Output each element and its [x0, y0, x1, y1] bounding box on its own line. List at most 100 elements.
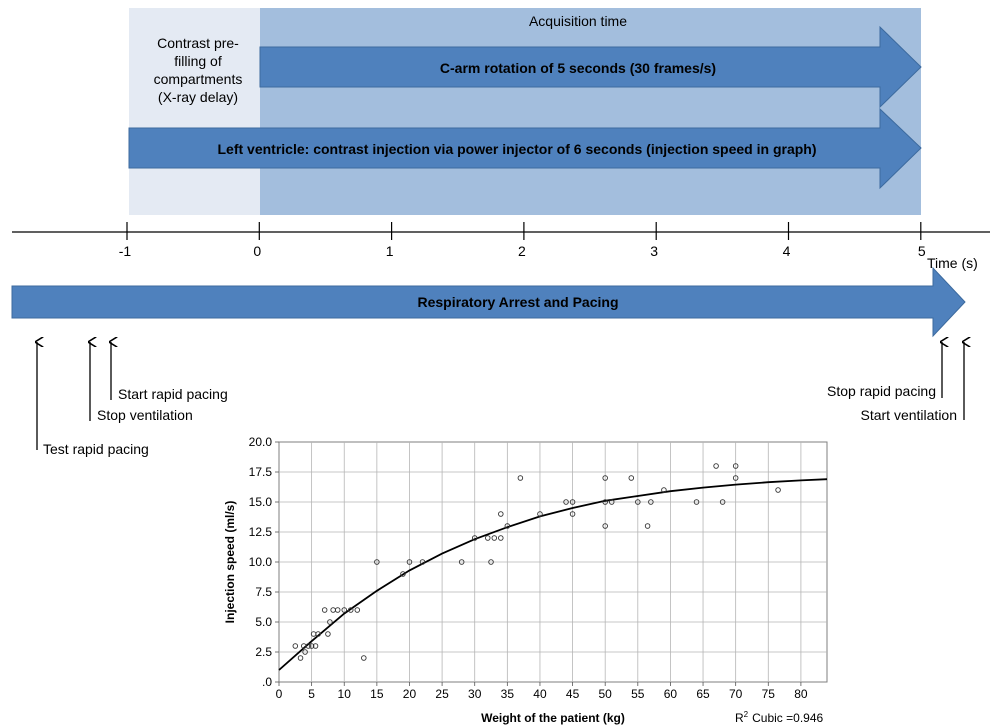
data-point	[315, 631, 321, 637]
data-points	[292, 463, 781, 661]
x-tick-label: 60	[664, 687, 678, 701]
data-point	[602, 475, 608, 481]
data-point	[334, 607, 341, 613]
data-point	[485, 535, 491, 541]
y-tick-label: 10.0	[249, 555, 273, 569]
time-tick-label: 4	[783, 243, 791, 259]
data-point	[374, 559, 380, 565]
data-point	[488, 559, 494, 565]
prefill-line-2: filling of	[174, 53, 222, 69]
prefill-line-1: Contrast pre-	[157, 35, 239, 51]
acquisition-time-label: Acquisition time	[529, 13, 627, 29]
data-point	[292, 643, 299, 649]
cubic-fit-line	[278, 478, 828, 671]
r2-annotation: R2 Cubic =0.946	[735, 710, 824, 725]
x-tick-label: 35	[501, 687, 515, 701]
time-tick-label: 2	[518, 243, 526, 259]
x-tick-label: 50	[599, 687, 613, 701]
data-point	[419, 559, 426, 565]
data-point	[602, 499, 608, 505]
data-point	[498, 535, 504, 541]
x-tick-label: 20	[403, 687, 417, 701]
test-rapid-pacing-label: Test rapid pacing	[43, 441, 149, 457]
y-tick-label: 17.5	[249, 465, 273, 479]
carm-rotation-label: C-arm rotation of 5 seconds (30 frames/s…	[440, 60, 716, 76]
r2-superscript: 2	[744, 710, 749, 719]
y-tick-label: .0	[262, 675, 272, 689]
injection-speed-chart: .02.55.07.510.012.515.017.520.0 0 5 10 15 20…	[223, 435, 828, 725]
x-tick-label: 30	[468, 687, 482, 701]
prefill-label: Contrast pre- filling of compartments (X…	[154, 35, 243, 105]
data-point	[305, 643, 312, 649]
time-axis-unit: Time (s)	[927, 255, 978, 271]
x-tick-label: 15	[370, 687, 384, 701]
x-tick-labels: 0 5 10 15 20 25 30 35 40 45 50 55 60 65 70 75 80	[276, 682, 808, 701]
acquisition-region	[260, 8, 921, 215]
data-point	[719, 499, 726, 505]
y-tick-label: 20.0	[249, 435, 273, 449]
time-tick-label: 1	[386, 243, 394, 259]
data-point	[327, 619, 333, 625]
x-tick-label: 5	[308, 687, 315, 701]
time-tick-label: 5	[918, 243, 926, 259]
y-tick-label: 5.0	[255, 615, 272, 629]
prefill-line-3: compartments	[154, 71, 243, 87]
y-tick-label: 12.5	[249, 525, 273, 539]
data-point	[498, 511, 504, 517]
x-tick-label: 75	[762, 687, 776, 701]
x-tick-label: 65	[696, 687, 710, 701]
y-tick-labels: .0 2.5 5.0 7.5 10.0 12.5 15.0 17.5 20.0	[249, 435, 279, 689]
stop-rapid-pacing-label: Stop rapid pacing	[827, 383, 936, 399]
x-tick-label: 80	[794, 687, 808, 701]
start-rapid-pacing-label: Start rapid pacing	[118, 386, 228, 402]
data-point	[713, 463, 719, 469]
start-ventilation-label: Start ventilation	[861, 407, 958, 423]
data-point	[569, 511, 576, 517]
r2-symbol: R	[735, 711, 744, 725]
data-point	[406, 559, 413, 565]
x-tick-label: 10	[338, 687, 352, 701]
data-point	[569, 499, 576, 505]
chart-grid	[279, 442, 827, 682]
time-tick-label: 3	[650, 243, 658, 259]
data-point	[693, 499, 700, 505]
x-tick-label: 0	[276, 687, 283, 701]
time-axis-ticks: -1 0 1 2 3 4 5	[119, 222, 926, 259]
data-point	[341, 607, 347, 613]
injection-arrow	[128, 107, 922, 190]
data-point	[458, 559, 465, 565]
x-tick-label: 45	[566, 687, 580, 701]
data-point	[635, 499, 641, 505]
data-point	[302, 649, 308, 655]
respiratory-label: Respiratory Arrest and Pacing	[418, 294, 619, 310]
time-tick-label: 0	[253, 243, 261, 259]
data-point	[732, 463, 739, 469]
data-point	[517, 475, 524, 481]
data-point	[312, 643, 319, 649]
data-point	[297, 655, 304, 661]
data-point	[608, 499, 615, 505]
data-point	[732, 475, 739, 481]
data-point	[644, 523, 651, 529]
data-point	[348, 607, 354, 613]
data-point	[361, 655, 367, 661]
y-axis-label: Injection speed (ml/s)	[223, 501, 237, 624]
x-tick-label: 40	[533, 687, 547, 701]
y-tick-label: 15.0	[249, 495, 273, 509]
x-axis-label: Weight of the patient (kg)	[481, 711, 625, 725]
data-point	[628, 475, 635, 481]
data-point	[354, 607, 361, 613]
data-point	[321, 607, 328, 613]
data-point	[775, 487, 781, 493]
data-point	[325, 631, 331, 637]
data-point	[491, 535, 498, 541]
data-point	[661, 487, 667, 493]
y-tick-label: 7.5	[255, 585, 272, 599]
data-point	[602, 523, 608, 529]
prefill-region	[129, 8, 260, 215]
x-tick-label: 55	[631, 687, 645, 701]
event-labels: Test rapid pacing Stop ventilation Start…	[43, 383, 957, 457]
time-tick-label: -1	[119, 243, 132, 259]
stop-ventilation-label: Stop ventilation	[97, 407, 193, 423]
